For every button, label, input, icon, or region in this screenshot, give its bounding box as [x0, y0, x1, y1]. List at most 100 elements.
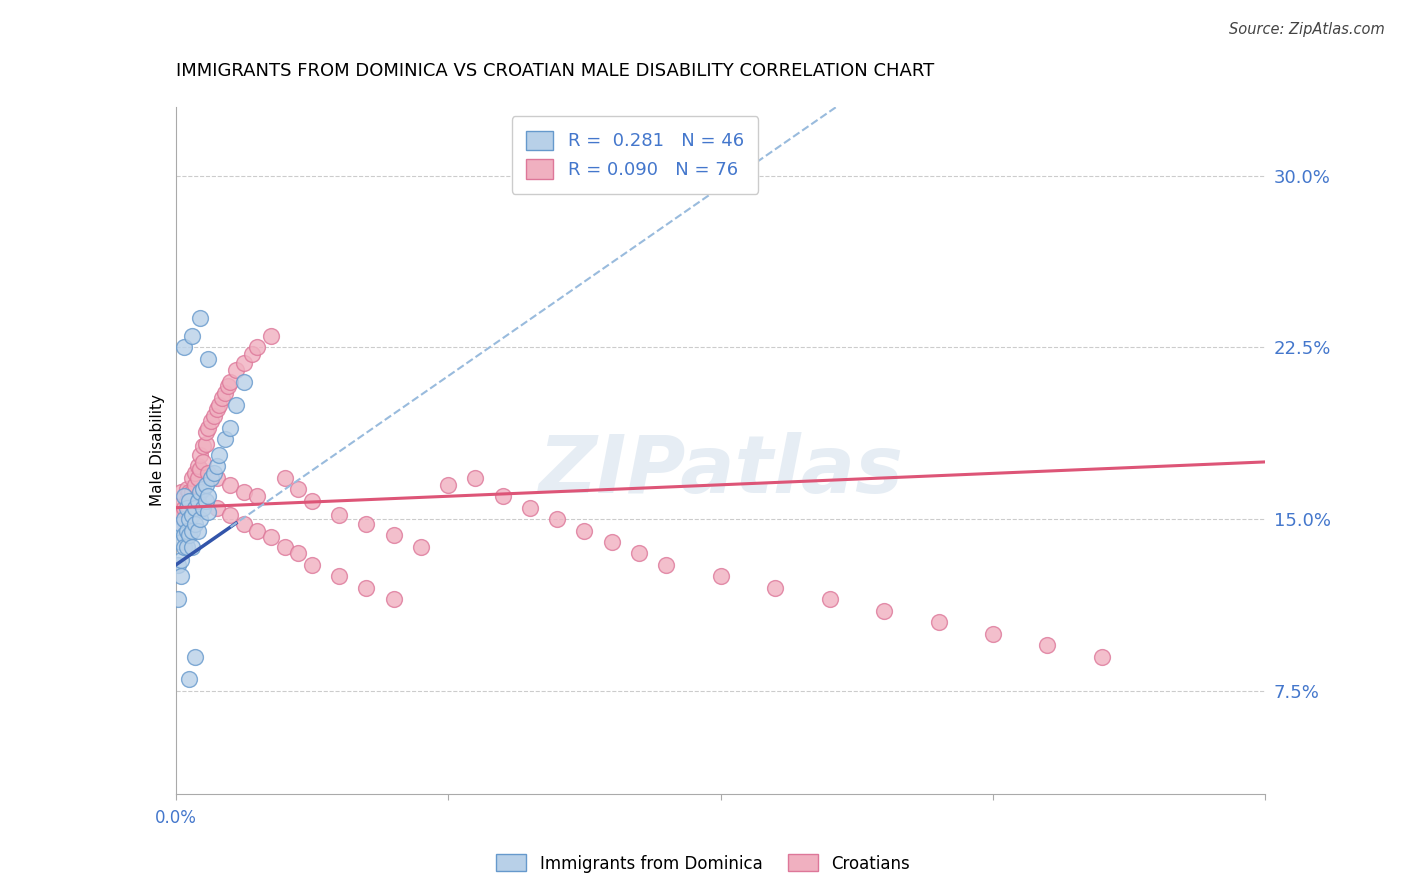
Point — [191, 455, 214, 469]
Point — [205, 459, 228, 474]
Point — [219, 375, 242, 389]
Point — [627, 546, 650, 561]
Point — [232, 516, 254, 531]
Point — [179, 484, 201, 499]
Y-axis label: Male Disability: Male Disability — [149, 394, 165, 507]
Text: 0.0%: 0.0% — [155, 809, 197, 827]
Point — [197, 467, 219, 481]
Point — [225, 363, 247, 377]
Point — [437, 478, 460, 492]
Point — [191, 500, 214, 515]
Point — [211, 391, 233, 405]
Point — [600, 535, 623, 549]
Point — [214, 386, 236, 401]
Point — [409, 540, 432, 554]
Point — [176, 493, 198, 508]
Point — [356, 516, 378, 531]
Point — [205, 402, 228, 417]
Point — [173, 500, 195, 515]
Point — [328, 508, 350, 522]
Point — [1036, 638, 1059, 652]
Point — [981, 626, 1004, 640]
Point — [181, 484, 204, 499]
Text: ZIPatlas: ZIPatlas — [538, 432, 903, 510]
Point — [200, 414, 222, 428]
Text: Source: ZipAtlas.com: Source: ZipAtlas.com — [1229, 22, 1385, 37]
Point — [217, 379, 239, 393]
Point — [176, 524, 198, 538]
Point — [246, 524, 269, 538]
Point — [184, 467, 207, 481]
Point — [328, 569, 350, 583]
Point — [188, 512, 211, 526]
Point — [197, 420, 219, 434]
Point — [188, 310, 211, 325]
Point — [232, 375, 254, 389]
Point — [202, 409, 225, 424]
Point — [214, 432, 236, 446]
Point — [188, 462, 211, 476]
Point — [208, 448, 231, 462]
Point — [179, 528, 201, 542]
Point — [246, 489, 269, 503]
Point — [179, 500, 201, 515]
Point — [170, 508, 193, 522]
Point — [176, 540, 198, 554]
Point — [464, 471, 486, 485]
Point — [232, 356, 254, 370]
Point — [287, 483, 309, 497]
Point — [173, 489, 195, 503]
Point — [167, 592, 190, 607]
Point — [167, 493, 190, 508]
Point — [202, 467, 225, 481]
Point — [176, 483, 198, 497]
Point — [710, 569, 733, 583]
Point — [574, 524, 596, 538]
Point — [179, 493, 201, 508]
Point — [173, 512, 195, 526]
Point — [191, 483, 214, 497]
Point — [194, 493, 217, 508]
Point — [184, 500, 207, 515]
Point — [179, 673, 201, 687]
Point — [184, 516, 207, 531]
Point — [287, 546, 309, 561]
Point — [181, 508, 204, 522]
Point — [232, 484, 254, 499]
Point — [260, 329, 283, 343]
Point — [167, 558, 190, 572]
Legend: Immigrants from Dominica, Croatians: Immigrants from Dominica, Croatians — [489, 847, 917, 880]
Point — [170, 569, 193, 583]
Point — [655, 558, 678, 572]
Point — [274, 540, 297, 554]
Point — [519, 500, 541, 515]
Point — [176, 500, 198, 515]
Legend: R =  0.281   N = 46, R = 0.090   N = 76: R = 0.281 N = 46, R = 0.090 N = 76 — [512, 116, 758, 194]
Point — [184, 478, 207, 492]
Point — [197, 489, 219, 503]
Point — [188, 448, 211, 462]
Point — [219, 420, 242, 434]
Point — [170, 516, 193, 531]
Point — [186, 524, 209, 538]
Point — [170, 553, 193, 567]
Point — [179, 512, 201, 526]
Point — [173, 528, 195, 542]
Point — [205, 471, 228, 485]
Point — [186, 471, 209, 485]
Point — [194, 436, 217, 450]
Point — [225, 398, 247, 412]
Point — [173, 516, 195, 531]
Point — [301, 493, 323, 508]
Point — [873, 604, 896, 618]
Point — [197, 505, 219, 519]
Point — [181, 329, 204, 343]
Point — [173, 540, 195, 554]
Point — [928, 615, 950, 630]
Point — [170, 484, 193, 499]
Point — [170, 535, 193, 549]
Point — [181, 540, 204, 554]
Point — [208, 398, 231, 412]
Point — [194, 425, 217, 439]
Point — [186, 493, 209, 508]
